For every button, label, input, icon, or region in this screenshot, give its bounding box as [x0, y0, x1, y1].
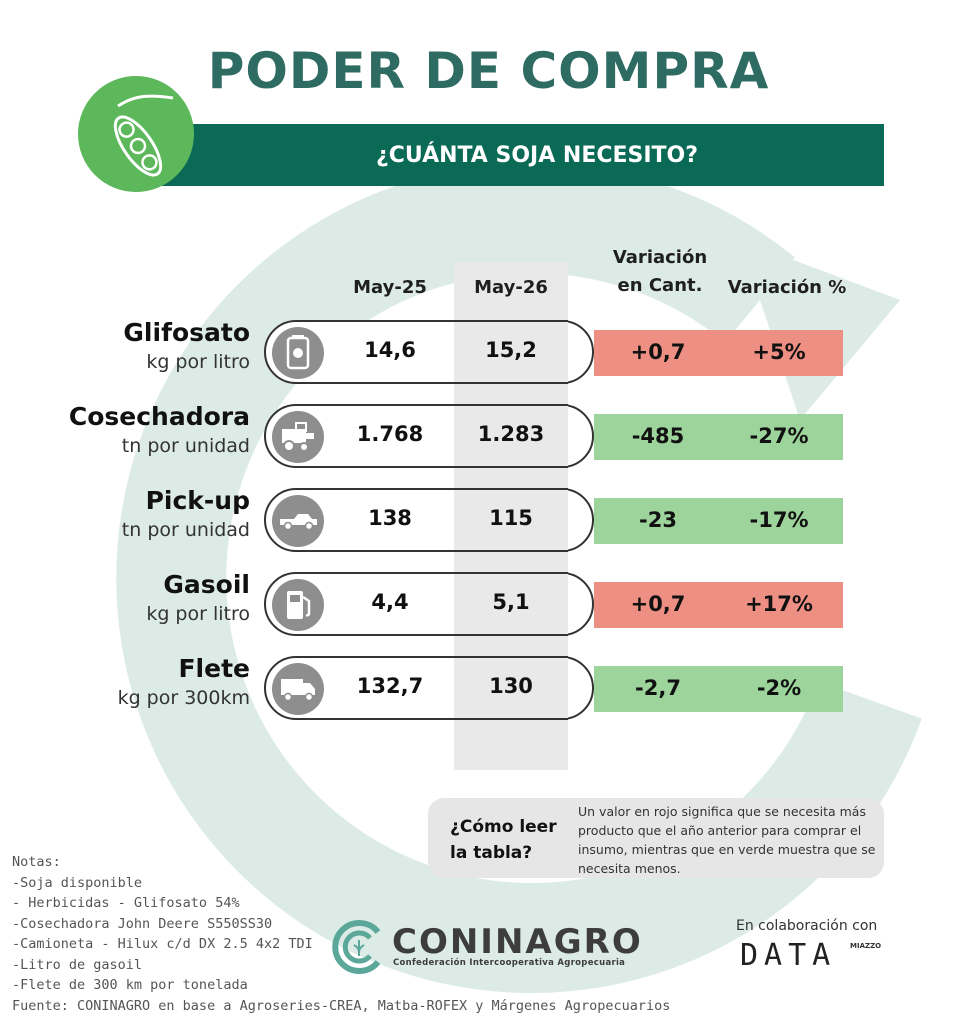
how-to-read-question: ¿Cómo leer la tabla? — [450, 817, 557, 863]
table-row: Gasoil kg por litro 4,4 5,1 +0,7 +17% — [0, 570, 977, 638]
coninagro-tagline: Confederación Intercooperativa Agropecua… — [393, 958, 626, 968]
variation-bar — [594, 414, 843, 460]
row-pill-mid — [454, 656, 568, 720]
value-var-cant: +0,7 — [630, 592, 686, 616]
row-unit: tn por unidad — [121, 435, 250, 457]
source-note: Fuente: CONINAGRO en base a Agroseries-C… — [12, 997, 671, 1014]
value-may26: 15,2 — [485, 338, 537, 362]
value-var-pct: -27% — [749, 424, 809, 448]
pickup-truck-icon — [272, 495, 324, 547]
variation-bar — [594, 330, 843, 376]
page-title: PODER DE COMPRA — [207, 42, 770, 100]
row-pill-mid — [454, 488, 568, 552]
how-to-read-box: ¿Cómo leer la tabla? Un valor en rojo si… — [428, 798, 884, 878]
value-may26: 1.283 — [477, 422, 545, 446]
value-may25: 4,4 — [371, 590, 409, 614]
header-var-cant: Variación en Cant. — [612, 247, 708, 296]
data-logo-small: MIAZZO — [850, 942, 882, 950]
table-row: Cosechadora tn por unidad 1.768 1.283 -4… — [0, 402, 977, 470]
herbicide-bottle-icon — [272, 327, 324, 379]
value-var-cant: -23 — [639, 508, 677, 532]
row-pill-mid — [454, 572, 568, 636]
how-to-read-text: Un valor en rojo significa que se necesi… — [578, 804, 876, 876]
header-may25: May-25 — [353, 277, 427, 298]
coninagro-logo-text: CONINAGRO — [392, 922, 643, 962]
collab-label: En colaboración con — [736, 918, 878, 934]
row-pill-mid — [454, 404, 568, 468]
header-may26: May-26 — [474, 277, 548, 298]
soy-badge — [78, 76, 194, 192]
truck-icon — [272, 663, 324, 715]
variation-bar — [594, 582, 843, 628]
value-var-pct: +5% — [752, 340, 806, 364]
header-var-pct: Variación % — [727, 277, 847, 298]
row-unit: tn por unidad — [121, 519, 250, 541]
value-may25: 14,6 — [364, 338, 416, 362]
value-var-cant: +0,7 — [630, 340, 686, 364]
table-row: Flete kg por 300km 132,7 130 -2,7 -2% — [0, 654, 977, 722]
data-logo: DATA — [740, 938, 837, 973]
value-var-pct: +17% — [745, 592, 813, 616]
fuel-pump-icon — [272, 579, 324, 631]
value-var-cant: -485 — [631, 424, 685, 448]
value-may25: 132,7 — [356, 674, 424, 698]
coninagro-logo-icon — [332, 920, 381, 974]
row-unit: kg por litro — [146, 603, 250, 625]
value-var-pct: -2% — [756, 676, 802, 700]
row-pill-mid — [454, 320, 568, 384]
row-unit: kg por 300km — [117, 687, 250, 709]
subtitle-text: ¿CUÁNTA SOJA NECESITO? — [375, 142, 699, 168]
combine-harvester-icon — [272, 411, 324, 463]
row-label: Glifosato — [123, 318, 250, 347]
value-may25: 138 — [368, 506, 412, 530]
value-may25: 1.768 — [356, 422, 424, 446]
row-label: Flete — [178, 654, 250, 683]
value-may26: 5,1 — [492, 590, 530, 614]
value-var-pct: -17% — [749, 508, 809, 532]
value-may26: 130 — [489, 674, 533, 698]
row-label: Gasoil — [163, 570, 250, 599]
table-row: Pick-up tn por unidad 138 115 -23 -17% — [0, 486, 977, 554]
row-label: Pick-up — [145, 486, 250, 515]
subtitle-banner: ¿CUÁNTA SOJA NECESITO? — [150, 124, 884, 186]
table-row: Glifosato kg por litro 14,6 15,2 +0,7 +5… — [0, 318, 977, 386]
variation-bar — [594, 666, 843, 712]
row-label: Cosechadora — [68, 402, 250, 431]
row-unit: kg por litro — [146, 351, 250, 373]
soybean-icon — [113, 94, 174, 177]
notes: Notas: -Soja disponible - Herbicidas - G… — [12, 852, 670, 1016]
value-var-cant: -2,7 — [635, 676, 681, 700]
variation-bar — [594, 498, 843, 544]
value-may26: 115 — [489, 506, 533, 530]
